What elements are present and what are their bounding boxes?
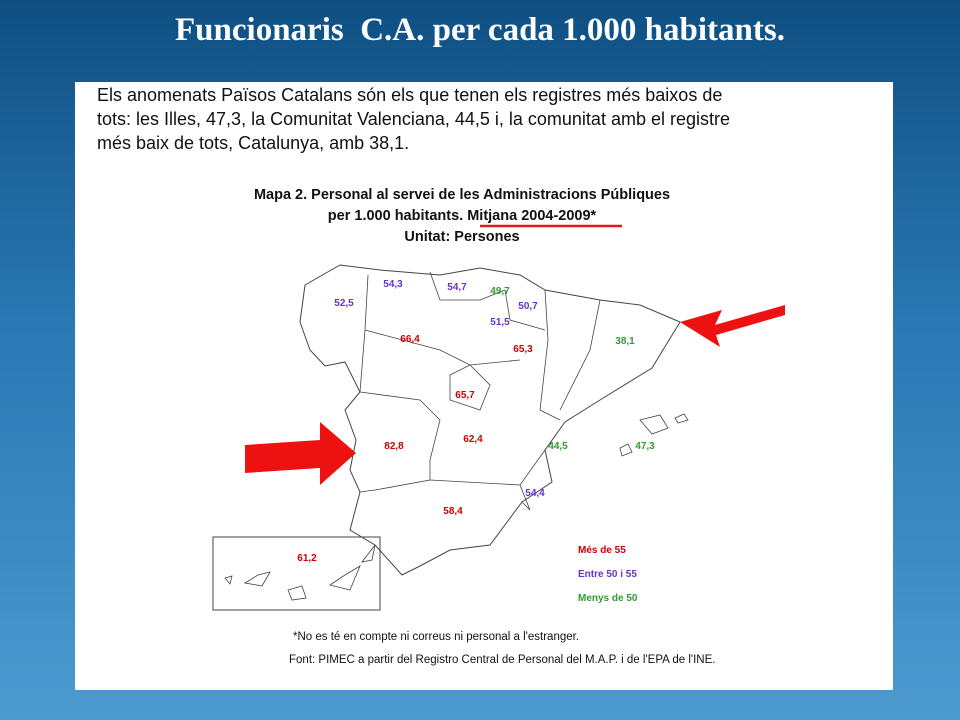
region-value: 65,3: [513, 344, 533, 355]
region-value: 58,4: [443, 506, 463, 517]
peninsula-outline: [299, 264, 681, 576]
region-value: 38,1: [615, 336, 635, 347]
region-value: 54,4: [525, 488, 545, 499]
intro-line: tots: les Illes, 47,3, la Comunitat Vale…: [97, 109, 730, 129]
map-title-line: per 1.000 habitants. Mitjana 2004-2009*: [328, 208, 597, 224]
footnote: Font: PIMEC a partir del Registro Centra…: [289, 654, 715, 666]
region-value: 65,7: [455, 390, 475, 401]
region-value: 44,5: [548, 441, 568, 452]
legend-item: Menys de 50: [578, 593, 638, 604]
region-value: 62,4: [463, 434, 483, 445]
balearic-islands: [619, 413, 689, 457]
region-value: 66,4: [400, 334, 420, 345]
region-value: 54,7: [447, 282, 467, 293]
region-value: 61,2: [297, 553, 317, 564]
region-value: 47,3: [635, 441, 655, 452]
footnote: *No es té en compte ni correus ni person…: [293, 631, 579, 643]
canary-box: [212, 536, 381, 611]
intro-line: més baix de tots, Catalunya, amb 38,1.: [97, 133, 409, 153]
map-figure: Els anomenats Països Catalans són els qu…: [97, 85, 730, 666]
canary-islands: [224, 544, 376, 601]
region-value: 82,8: [384, 441, 404, 452]
legend-item: Més de 55: [578, 545, 626, 556]
map-title-line: Mapa 2. Personal al servei de les Admini…: [254, 187, 670, 203]
region-value: 50,7: [518, 301, 538, 312]
legend-item: Entre 50 i 55: [578, 569, 637, 580]
slide-title: Funcionaris C.A. per cada 1.000 habitant…: [175, 12, 785, 48]
region-value: 51,5: [490, 317, 510, 328]
region-borders: [359, 271, 601, 511]
map-panel: Els anomenats Països Catalans són els qu…: [75, 82, 893, 690]
intro-line: Els anomenats Països Catalans són els qu…: [97, 85, 722, 105]
map-title-line: Unitat: Persones: [404, 229, 519, 245]
region-value: 52,5: [334, 298, 354, 309]
region-value: 54,3: [383, 279, 403, 290]
region-value: 49,7: [490, 286, 510, 297]
map-group: Els anomenats Països Catalans són els qu…: [97, 85, 730, 666]
